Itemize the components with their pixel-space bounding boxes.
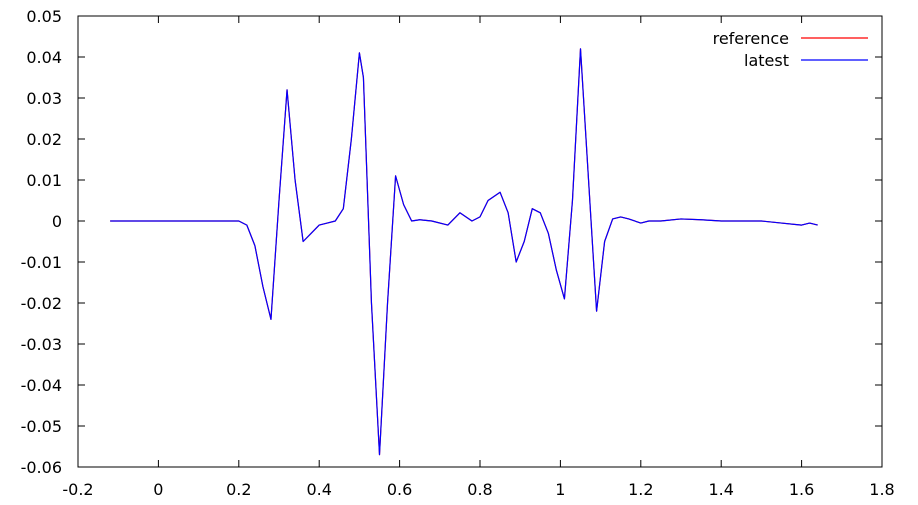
legend: reference latest bbox=[713, 29, 868, 70]
legend-label-reference: reference bbox=[713, 29, 789, 48]
legend-label-latest: latest bbox=[744, 51, 789, 70]
x-tick-label: 1.8 bbox=[869, 480, 894, 499]
x-tick-label: 0.6 bbox=[387, 480, 412, 499]
y-tick-label: -0.04 bbox=[21, 376, 62, 395]
x-tick-label: 0.8 bbox=[467, 480, 492, 499]
x-tick-label: 1 bbox=[555, 480, 565, 499]
x-tick-label: 1.4 bbox=[708, 480, 733, 499]
plot-frame bbox=[77, 15, 883, 468]
x-tick-label: 1.2 bbox=[628, 480, 653, 499]
y-tick-label: 0.03 bbox=[26, 89, 62, 108]
y-tick-label: -0.01 bbox=[21, 253, 62, 272]
y-tick-label: 0.02 bbox=[26, 130, 62, 149]
y-tick-label: -0.02 bbox=[21, 294, 62, 313]
x-tick-label: 0.4 bbox=[306, 480, 331, 499]
x-tick-label: 1.6 bbox=[789, 480, 814, 499]
x-tick-label: 0 bbox=[153, 480, 163, 499]
series-layer bbox=[110, 48, 818, 456]
tick-layer: -0.2 0 0.2 0.4 0.6 0.8 1 1.2 1.4 1.6 1.8 0.05 0.04 0.… bbox=[21, 7, 895, 499]
y-tick-label: 0 bbox=[52, 212, 62, 231]
y-tick-label: -0.06 bbox=[21, 458, 62, 477]
x-tick-label: 0.2 bbox=[226, 480, 251, 499]
y-tick-label: 0.01 bbox=[26, 171, 62, 190]
y-tick-label: 0.04 bbox=[26, 48, 62, 67]
x-tick-label: -0.2 bbox=[62, 480, 93, 499]
y-tick-label: 0.05 bbox=[26, 7, 62, 26]
y-tick-label: -0.03 bbox=[21, 335, 62, 354]
series-line-latest bbox=[110, 48, 818, 456]
y-tick-label: -0.05 bbox=[21, 417, 62, 436]
